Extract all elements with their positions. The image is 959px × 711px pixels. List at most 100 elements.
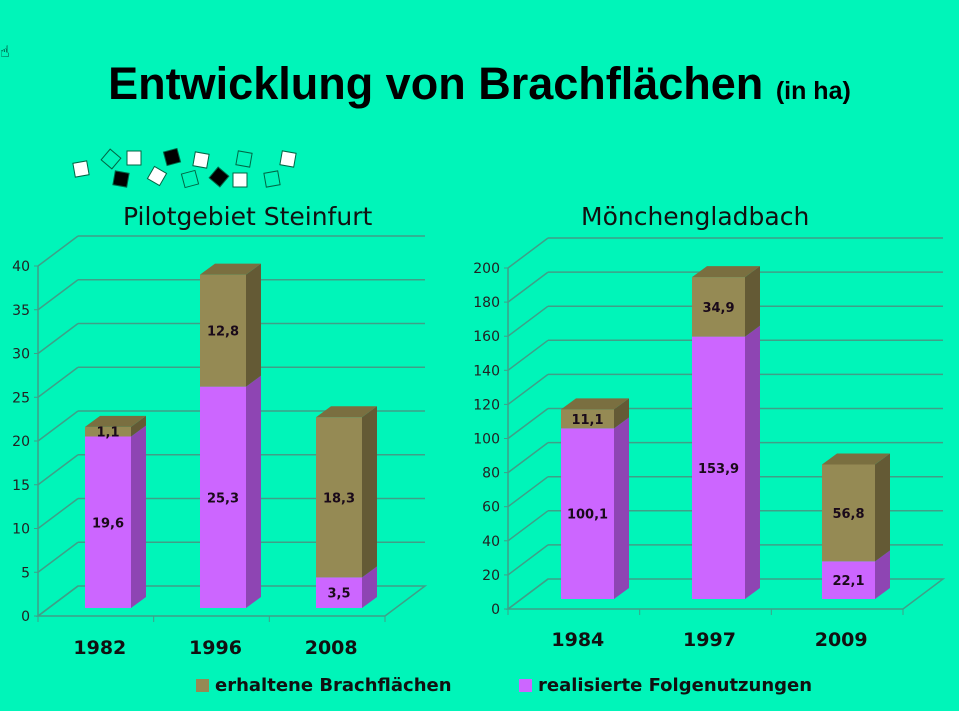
- gridline-depth: [507, 305, 549, 337]
- gridline-depth: [37, 454, 79, 486]
- bar-segment-realisierte: [561, 428, 614, 599]
- gridline-depth: [507, 476, 549, 508]
- data-label: 11,1: [571, 413, 603, 428]
- bar-top: [822, 453, 890, 465]
- x-tick-label: 1996: [189, 637, 242, 659]
- chart-title-steinfurt: Pilotgebiet Steinfurt: [123, 202, 373, 231]
- chart-title-moenchengladbach: Mönchengladbach: [581, 202, 810, 231]
- title-main: Entwicklung von Brachflächen: [108, 58, 764, 109]
- gridline-depth: [37, 497, 79, 530]
- data-label: 12,8: [207, 325, 239, 340]
- bar-segment-realisierte: [200, 386, 246, 608]
- data-label: 56,8: [832, 507, 864, 522]
- gridline-depth: [507, 339, 549, 371]
- y-tick-label: 40: [482, 534, 500, 550]
- data-label: 3,5: [327, 587, 350, 602]
- bar-top: [85, 415, 146, 427]
- bar-side: [362, 406, 377, 578]
- x-tick-label: 2008: [305, 637, 358, 659]
- hand-cursor-icon: ☝: [0, 42, 10, 61]
- decorative-square: [126, 150, 142, 166]
- bar-segment-erhaltene: [692, 277, 745, 337]
- bar-side: [875, 550, 890, 599]
- gridline-depth: [37, 279, 79, 311]
- bar-top: [561, 398, 629, 410]
- bar-side: [246, 263, 261, 387]
- bar-side: [745, 325, 760, 599]
- y-tick-label: 20: [482, 568, 500, 584]
- decorative-square: [72, 160, 90, 178]
- bar-segment-realisierte: [85, 436, 131, 608]
- chart-1: 0 20 40 60 80 100 120 140 160 180 200 100,1 11,1 1984…: [473, 237, 946, 651]
- data-label: 100,1: [567, 508, 608, 523]
- decorative-square: [208, 166, 230, 188]
- page-title: Entwicklung von Brachflächen (in ha): [0, 58, 959, 110]
- legend-swatch-erhaltene: [196, 679, 209, 692]
- gridline-depth: [37, 366, 79, 398]
- y-tick-label: 10: [12, 522, 30, 538]
- data-label: 34,9: [702, 301, 734, 316]
- gridline-depth: [37, 541, 79, 573]
- y-tick-label: 120: [473, 397, 500, 413]
- chart-0: 0 5 10 15 20 25 30 35 40 19,6 1,1 1982 25,3 12,8 1996 3…: [12, 235, 428, 659]
- y-tick-label: 0: [21, 609, 30, 625]
- bar-segment-erhaltene: [85, 426, 131, 437]
- bar-segment-erhaltene: [316, 417, 362, 578]
- gridline-depth: [507, 407, 549, 440]
- bar-top: [692, 266, 760, 278]
- y-tick-label: 80: [482, 466, 500, 482]
- y-tick-label: 200: [473, 261, 500, 277]
- y-tick-label: 60: [482, 500, 500, 516]
- legend-swatch-realisierte: [519, 679, 532, 692]
- decorative-square: [279, 150, 297, 168]
- decorative-square: [180, 169, 200, 189]
- bar-segment-erhaltene: [561, 409, 614, 429]
- bar-top: [316, 406, 377, 418]
- bar-side: [131, 415, 146, 437]
- bar-side: [362, 566, 377, 608]
- x-tick-label: 1984: [551, 629, 604, 651]
- legend-item-realisierte: realisierte Folgenutzungen: [519, 675, 812, 696]
- data-label: 25,3: [207, 491, 239, 506]
- data-label: 19,6: [92, 516, 124, 531]
- decorative-square: [235, 150, 253, 168]
- decorative-square: [232, 172, 248, 188]
- y-tick-label: 15: [12, 478, 30, 494]
- y-tick-label: 100: [473, 432, 500, 448]
- gridline-depth: [37, 235, 79, 267]
- legend-item-erhaltene: erhaltene Brachflächen: [196, 675, 452, 696]
- bar-segment-realisierte: [316, 577, 362, 608]
- y-tick-label: 180: [473, 295, 500, 311]
- y-tick-label: 35: [12, 303, 30, 319]
- bar-side: [745, 266, 760, 337]
- data-label: 18,3: [323, 491, 355, 506]
- gridline-depth: [507, 237, 549, 269]
- data-label: 22,1: [832, 574, 864, 589]
- gridline-depth: [37, 410, 79, 442]
- bar-side: [614, 398, 629, 429]
- gridline-depth: [507, 271, 549, 303]
- data-label: 153,9: [698, 462, 739, 477]
- bar-segment-realisierte: [822, 561, 875, 599]
- bar-side: [246, 375, 261, 608]
- decorative-square: [146, 165, 168, 187]
- bar-segment-erhaltene: [822, 464, 875, 562]
- decorative-square: [263, 170, 281, 188]
- legend-label: erhaltene Brachflächen: [215, 675, 452, 696]
- bar-top: [200, 263, 261, 275]
- gridline-depth: [507, 373, 549, 405]
- x-tick-label: 1997: [683, 629, 736, 651]
- gridline-depth: [507, 510, 549, 542]
- y-tick-label: 30: [12, 347, 30, 363]
- decorative-square: [162, 147, 182, 167]
- x-tick-label: 2009: [815, 629, 868, 651]
- y-tick-label: 20: [12, 434, 30, 450]
- y-tick-label: 140: [473, 363, 500, 379]
- legend-label: realisierte Folgenutzungen: [538, 675, 813, 696]
- y-tick-label: 160: [473, 329, 500, 345]
- y-tick-label: 25: [12, 390, 30, 406]
- y-tick-label: 0: [491, 602, 500, 618]
- decorative-square: [192, 151, 210, 169]
